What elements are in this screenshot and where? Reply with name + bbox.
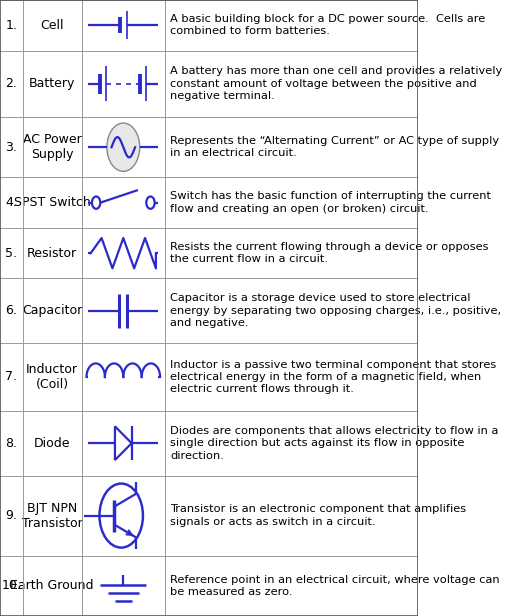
Text: A battery has more than one cell and provides a relatively
constant amount of vo: A battery has more than one cell and pro…: [170, 67, 502, 101]
Text: Inductor is a passive two terminal component that stores
electrical energy in th: Inductor is a passive two terminal compo…: [170, 360, 497, 394]
Text: 2.: 2.: [6, 77, 17, 91]
Text: Capacitor is a storage device used to store electrical
energy by separating two : Capacitor is a storage device used to st…: [170, 293, 501, 328]
Text: Transistor is an electronic component that amplifies
signals or acts as switch i: Transistor is an electronic component th…: [170, 505, 466, 527]
Text: Resists the current flowing through a device or opposes
the current flow in a ci: Resists the current flowing through a de…: [170, 242, 489, 264]
Text: SPST Switch: SPST Switch: [14, 196, 90, 209]
Text: 6.: 6.: [6, 304, 17, 317]
Text: Diodes are components that allows electricity to flow in a
single direction but : Diodes are components that allows electr…: [170, 426, 499, 461]
Text: 1.: 1.: [6, 18, 17, 32]
Text: Cell: Cell: [41, 18, 64, 32]
Text: Capacitor: Capacitor: [22, 304, 82, 317]
Text: 9.: 9.: [6, 509, 17, 522]
Text: Earth Ground: Earth Ground: [10, 579, 94, 593]
Text: 8.: 8.: [6, 437, 17, 450]
Text: Inductor
(Coil): Inductor (Coil): [26, 363, 78, 391]
Text: Battery: Battery: [29, 77, 76, 91]
Text: AC Power
Supply: AC Power Supply: [23, 133, 82, 161]
Text: Switch has the basic function of interrupting the current
flow and creating an o: Switch has the basic function of interru…: [170, 192, 491, 214]
Text: A basic building block for a DC power source.  Cells are
combined to form batter: A basic building block for a DC power so…: [170, 14, 485, 36]
Text: 5.: 5.: [6, 246, 17, 260]
Text: Diode: Diode: [34, 437, 70, 450]
Text: Reference point in an electrical circuit, where voltage can
be measured as zero.: Reference point in an electrical circuit…: [170, 575, 500, 597]
Circle shape: [107, 123, 140, 171]
Text: 10.: 10.: [2, 579, 22, 593]
Text: Represents the “Alternating Current” or AC type of supply
in an electrical circu: Represents the “Alternating Current” or …: [170, 136, 499, 158]
Text: Resistor: Resistor: [27, 246, 77, 260]
Text: 7.: 7.: [6, 370, 17, 384]
Text: 4.: 4.: [6, 196, 17, 209]
Text: 3.: 3.: [6, 140, 17, 154]
Text: BJT NPN
Transistor: BJT NPN Transistor: [22, 501, 83, 530]
